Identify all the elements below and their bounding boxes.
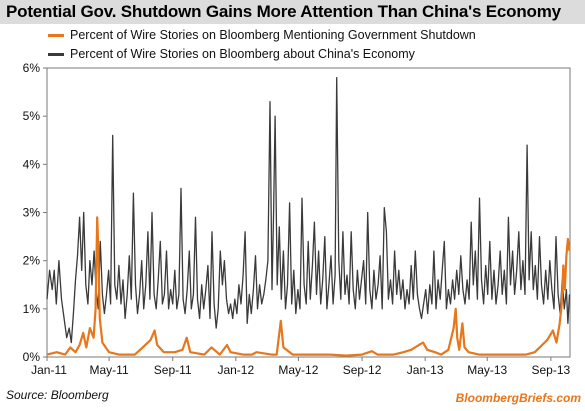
x-tick-label: May-11 — [90, 363, 129, 377]
chart-title: Potential Gov. Shutdown Gains More Atten… — [6, 2, 561, 21]
title-band — [0, 0, 585, 24]
x-tick-label: Jan-11 — [31, 363, 67, 377]
y-tick-label: 0% — [23, 350, 41, 364]
x-tick-label: May-13 — [467, 363, 507, 377]
y-tick-label: 5% — [23, 109, 41, 123]
y-tick-label: 6% — [23, 61, 41, 75]
legend-item-china: Percent of Wire Stories on Bloomberg abo… — [48, 45, 476, 64]
x-tick-label: Sep-12 — [343, 363, 382, 377]
y-tick-label: 1% — [23, 302, 41, 316]
x-tick-label: Jan-13 — [407, 363, 444, 377]
x-tick-label: May-12 — [278, 363, 318, 377]
legend-label-china: Percent of Wire Stories on Bloomberg abo… — [70, 47, 415, 61]
series-lines — [46, 76, 571, 357]
x-tick-label: Jan-12 — [217, 363, 254, 377]
x-tick-label: Sep-13 — [532, 363, 571, 377]
legend-label-shutdown: Percent of Wire Stories on Bloomberg Men… — [70, 28, 476, 42]
source-note: Source: Bloomberg — [6, 388, 109, 402]
y-tick-label: 4% — [23, 157, 41, 171]
series-line-shutdown — [46, 216, 571, 357]
legend: Percent of Wire Stories on Bloomberg Men… — [48, 26, 476, 64]
y-tick-label: 3% — [23, 206, 41, 220]
series-line-china — [46, 76, 571, 344]
axes: 0% 1% 2% 3% 4% 5% 6% Jan-11 May-11 Sep-11 Jan-12 Ma… — [23, 61, 571, 377]
legend-swatch-shutdown — [48, 34, 64, 38]
legend-swatch-china — [48, 53, 64, 57]
y-tick-label: 2% — [23, 254, 41, 268]
legend-item-shutdown: Percent of Wire Stories on Bloomberg Men… — [48, 26, 476, 45]
brand-logo: BloombergBriefs.com — [455, 391, 581, 405]
x-tick-label: Sep-11 — [154, 363, 192, 377]
